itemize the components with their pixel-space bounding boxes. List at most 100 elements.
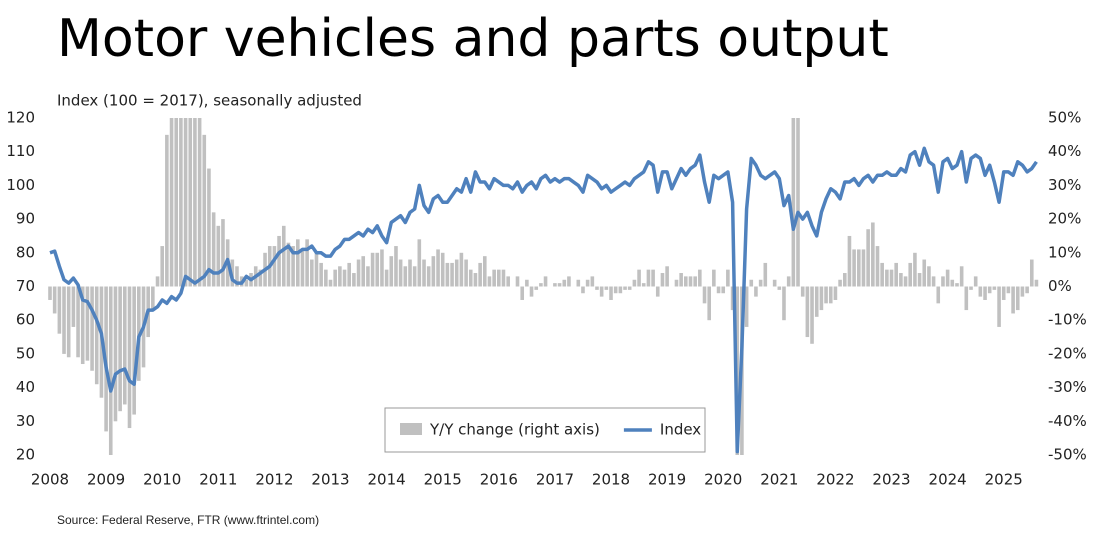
bar <box>959 266 964 287</box>
bar <box>1011 286 1015 314</box>
bar <box>973 276 978 287</box>
bar <box>197 118 202 287</box>
x-tick-label: 2011 <box>199 471 237 489</box>
x-tick-label: 2008 <box>31 471 69 489</box>
x-tick-label: 2009 <box>87 471 125 489</box>
bar <box>183 118 188 287</box>
x-tick-label: 2015 <box>424 471 462 489</box>
bar <box>314 252 319 287</box>
bar <box>389 256 394 287</box>
bar <box>478 262 482 287</box>
bar <box>85 286 90 361</box>
bar <box>450 262 454 287</box>
bar <box>459 252 464 287</box>
bar <box>221 219 225 287</box>
bar <box>324 269 328 287</box>
bar <box>983 286 987 300</box>
bar <box>174 118 179 287</box>
bar <box>651 269 655 287</box>
bar <box>604 286 609 290</box>
bar <box>244 279 249 287</box>
bar <box>539 283 543 287</box>
bar <box>730 286 735 311</box>
y2-tick-label: 40% <box>1048 142 1081 160</box>
y2-tick-label: -40% <box>1048 412 1087 430</box>
bar <box>894 262 898 287</box>
bar <box>810 286 814 344</box>
bar <box>852 249 856 287</box>
bar <box>964 286 969 311</box>
bar <box>791 118 796 287</box>
bar <box>417 239 422 287</box>
bar <box>66 286 71 358</box>
bar <box>370 252 375 287</box>
bar <box>763 262 768 287</box>
bar <box>623 286 627 290</box>
bar <box>908 262 913 287</box>
bar <box>899 273 903 287</box>
bar <box>688 276 693 287</box>
bar <box>646 269 651 287</box>
bar <box>866 229 870 287</box>
bar <box>506 276 510 287</box>
x-tick-label: 2018 <box>592 471 630 489</box>
bar <box>454 259 459 287</box>
bar <box>108 286 113 455</box>
bar <box>384 269 389 287</box>
bar <box>950 279 955 287</box>
bar <box>394 246 398 287</box>
bar <box>482 256 487 287</box>
bar <box>716 286 721 294</box>
legend-swatch <box>400 423 422 435</box>
bar <box>861 249 866 287</box>
bar <box>922 259 927 287</box>
x-tick-label: 2025 <box>985 471 1023 489</box>
bar <box>637 269 641 287</box>
bar <box>165 134 169 287</box>
bar <box>721 286 726 294</box>
legend-label: Index <box>660 421 701 439</box>
bar <box>931 276 936 287</box>
y-tick-label: 30 <box>16 412 35 430</box>
bar <box>235 266 239 287</box>
y2-tick-label: -30% <box>1048 378 1087 396</box>
bar <box>62 286 66 354</box>
x-tick-label: 2014 <box>368 471 406 489</box>
bar <box>422 259 426 287</box>
bar <box>885 269 889 287</box>
x-tick-label: 2013 <box>311 471 349 489</box>
bar <box>211 212 216 287</box>
bar <box>1001 286 1006 300</box>
x-tick-label: 2012 <box>255 471 293 489</box>
bar <box>286 242 291 287</box>
bar <box>978 286 983 297</box>
bar <box>927 266 931 287</box>
bar <box>641 283 646 287</box>
bar <box>338 266 342 287</box>
bar <box>464 259 468 287</box>
bar <box>497 269 501 287</box>
bar <box>632 279 637 287</box>
bar <box>169 118 174 287</box>
bar <box>707 286 711 321</box>
x-tick-label: 2010 <box>143 471 181 489</box>
x-tick-label: 2020 <box>704 471 742 489</box>
y2-tick-label: 50% <box>1048 109 1081 127</box>
bar <box>674 279 679 287</box>
bar <box>272 246 277 287</box>
bar <box>300 249 305 287</box>
bar <box>749 279 754 287</box>
bar <box>581 286 585 294</box>
bar <box>1015 286 1020 311</box>
line-series <box>49 146 1038 454</box>
y-tick-label: 110 <box>6 142 35 160</box>
bar <box>941 276 945 287</box>
bar <box>590 276 595 287</box>
bar <box>969 286 973 290</box>
y2-tick-label: 0% <box>1048 277 1072 295</box>
bar <box>693 276 697 287</box>
y-tick-label: 50 <box>16 344 35 362</box>
bar <box>426 266 431 287</box>
bar <box>824 286 828 304</box>
bar <box>987 286 992 294</box>
